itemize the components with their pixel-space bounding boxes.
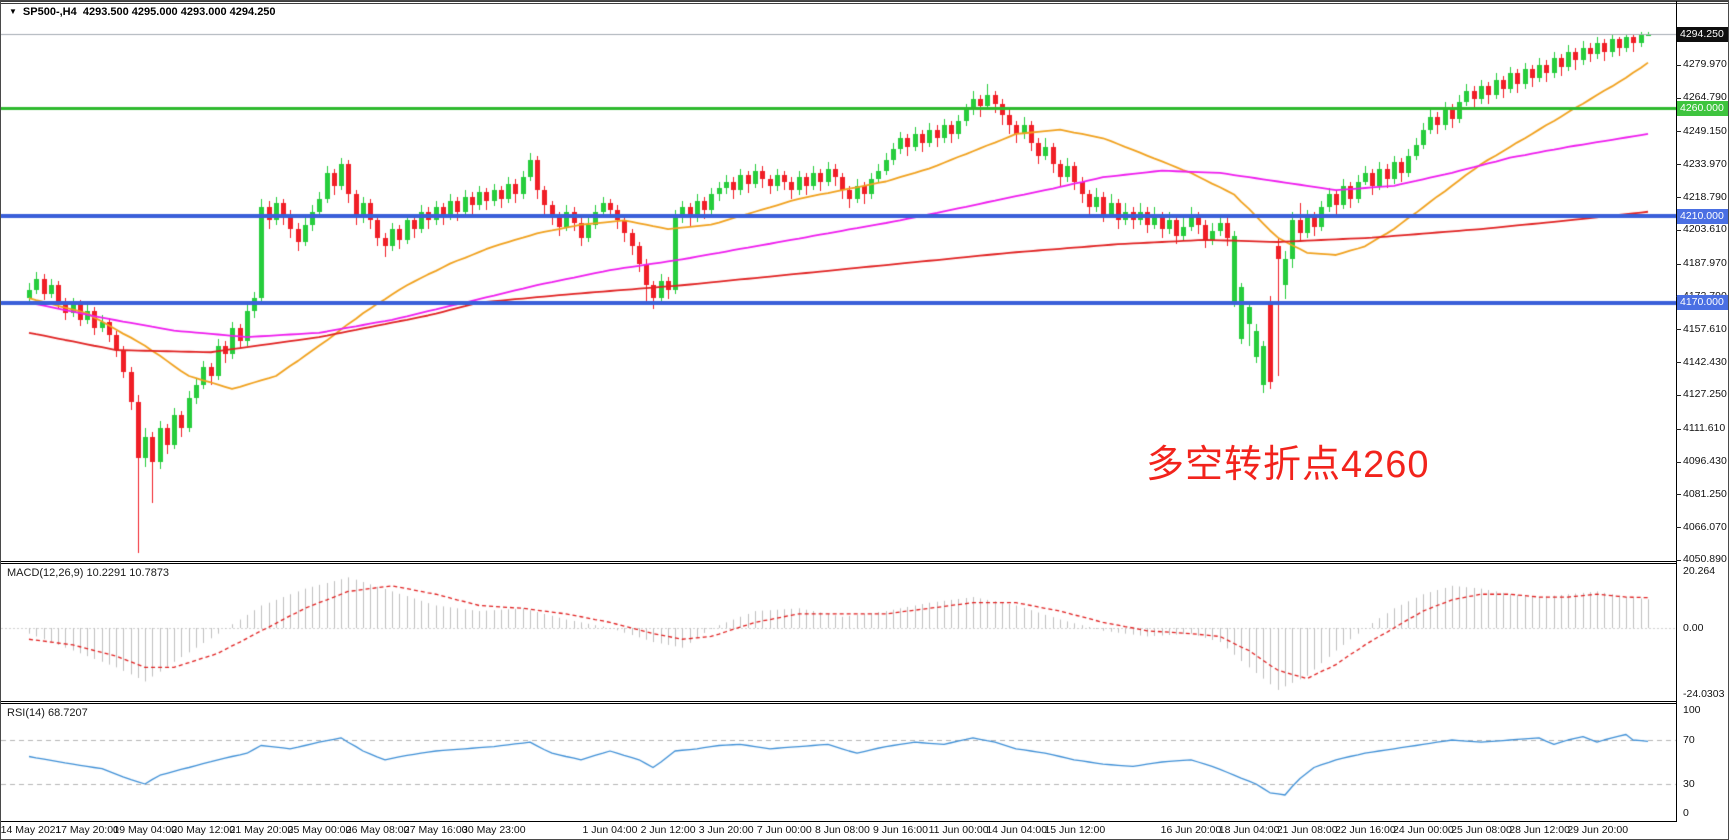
price-axis-line <box>1676 1 1677 822</box>
time-axis-line <box>1 821 1676 822</box>
price-axis[interactable] <box>1677 1 1728 821</box>
panel-separator <box>1 703 1676 704</box>
rsi-indicator-canvas[interactable] <box>1 704 1676 821</box>
panel-separator <box>1 563 1676 564</box>
annotation-text[interactable]: 多空转折点4260 <box>1146 444 1430 486</box>
symbol-timeframe-label: SP500-,H4 <box>22 6 77 18</box>
macd-panel-label: MACD(12,26,9) 10.2291 10.7873 <box>7 567 170 579</box>
panel-separator[interactable] <box>1 561 1676 562</box>
ohlc-values: 4293.500 4295.000 4293.000 4294.250 <box>82 6 276 18</box>
price-chart-canvas[interactable] <box>1 1 1676 561</box>
panel-separator[interactable] <box>1 701 1676 702</box>
rsi-panel-label: RSI(14) 68.7207 <box>7 707 88 719</box>
triangle-down-icon: ▼ <box>9 7 17 16</box>
time-axis[interactable] <box>1 822 1676 839</box>
macd-indicator-canvas[interactable] <box>1 564 1676 701</box>
chart-header: ▼ SP500-,H4 4293.500 4295.000 4293.000 42… <box>9 6 276 18</box>
